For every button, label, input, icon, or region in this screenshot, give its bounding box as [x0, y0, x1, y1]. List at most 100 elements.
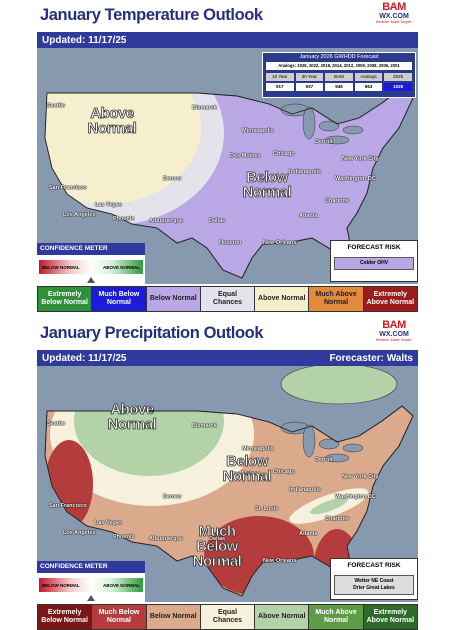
city-label: Chicago [273, 151, 295, 157]
region-above-ne [280, 366, 398, 405]
confidence-title: CONFIDENCE METER [37, 243, 145, 255]
lake [342, 125, 364, 135]
city-label: Des Moines [230, 153, 261, 159]
info-box: January 2026 GWHDD Forecast Analogs: 2025… [262, 52, 416, 98]
city-label: Detroit [315, 457, 333, 463]
legend-item: Much Above Normal [309, 605, 364, 629]
logo-site: WX.COM [379, 13, 409, 20]
city-label: Des Moines [230, 471, 261, 477]
confidence-pointer [87, 277, 95, 283]
legend-item: Equal Chances [200, 605, 256, 629]
city-label: San Francisco [49, 503, 87, 509]
city-label: Las Vegas [95, 520, 122, 526]
legend-item: Above Normal [255, 605, 310, 629]
lake [302, 424, 316, 458]
info-analogs: Analogs: 2025, 2022, 2018, 2014, 2012, 2… [266, 62, 412, 70]
forecast-risk: FORECAST RISK Colder OHV [330, 240, 418, 282]
city-label: Dallas [209, 536, 226, 542]
city-label: New Orleans [263, 240, 297, 246]
lake [324, 453, 350, 463]
city-label: Detroit [315, 139, 333, 145]
confidence-gradient: BELOW NORMAL ABOVE NORMAL [39, 578, 143, 592]
logo-site: WX.COM [379, 331, 409, 338]
lake [324, 135, 350, 145]
city-label: Atlanta [299, 213, 318, 219]
logo: BAM WX.COM Weather. Made Simple. [372, 2, 416, 25]
city-label: Seattle [47, 103, 66, 109]
city-label: Indianapolis [289, 487, 322, 493]
city-label: Houston [219, 558, 242, 564]
city-label: Denver [163, 176, 182, 182]
lake [318, 438, 340, 450]
forecast-risk-box: Colder OHV [334, 257, 414, 270]
legend-item: Below Normal [146, 287, 201, 311]
city-label: Dallas [209, 218, 226, 224]
city-label: New York City [342, 474, 379, 480]
confidence-meter: CONFIDENCE METER BELOW NORMAL ABOVE NORMAL [37, 243, 145, 284]
map-overlay: Seattle San Francisco Los Angeles Las Vegas… [37, 48, 418, 284]
confidence-pointer [87, 595, 95, 601]
confidence-low: BELOW NORMAL [42, 582, 80, 588]
city-label: Minneapolis [242, 128, 274, 134]
info-header: 30 Year [295, 73, 324, 81]
forecaster: Forecaster: Walts [329, 352, 413, 364]
city-label: Phoenix [113, 216, 135, 222]
legend-item: Equal Chances [200, 287, 256, 311]
city-label: Bismarck [192, 105, 217, 111]
confidence-high: ABOVE NORMAL [103, 582, 140, 588]
city-label: Charlotte [325, 198, 350, 204]
region-label: Below Normal [222, 453, 272, 485]
info-value: 937 [295, 83, 324, 91]
confidence-meter: CONFIDENCE METER BELOW NORMAL ABOVE NORMAL [37, 561, 145, 602]
forecast-risk: FORECAST RISK Wetter NE Coast Drier Great … [330, 558, 418, 600]
forecast-risk-item: Drier Great Lakes [353, 585, 395, 591]
info-value-row: 917 937 945 963 1029 [263, 83, 415, 91]
logo-tagline: Weather. Made Simple. [375, 338, 413, 342]
forecast-risk-title: FORECAST RISK [347, 562, 401, 569]
confidence-low: BELOW NORMAL [42, 264, 80, 270]
region-label: Above Normal [87, 105, 137, 137]
region-above [74, 406, 224, 476]
city-label: San Francisco [49, 185, 87, 191]
city-label: Washington DC [335, 494, 376, 500]
city-label: Washington DC [335, 176, 376, 182]
city-label: Bismarck [192, 423, 217, 429]
legend-item: Much Above Normal [309, 287, 364, 311]
city-label: Los Angeles [63, 530, 96, 536]
logo: BAM WX.COM Weather. Made Simple. [372, 320, 416, 343]
city-label: Albuquerque [149, 536, 183, 542]
logo-brand: BAM [382, 319, 406, 331]
lake [342, 443, 364, 453]
info-header: Analogs [354, 73, 383, 81]
confidence-high: ABOVE NORMAL [103, 264, 140, 270]
legend: Extremely Below Normal Much Below Normal B… [37, 286, 418, 312]
city-label: Phoenix [113, 534, 135, 540]
info-header: BAM [325, 73, 353, 81]
legend-item: Above Normal [255, 287, 310, 311]
city-label: Charlotte [325, 516, 350, 522]
map-overlay: Seattle San Francisco Los Angeles Las Vegas… [37, 366, 418, 602]
info-header: 10 Year [266, 73, 294, 81]
city-label: New York City [342, 156, 379, 162]
lake [318, 120, 340, 132]
panel-title: January Precipitation Outlook [40, 324, 264, 342]
info-header: 2025 [384, 73, 412, 81]
city-label: Albuquerque [149, 218, 183, 224]
city-label: Minneapolis [242, 446, 274, 452]
legend-item: Extremely Below Normal [38, 287, 93, 311]
logo-brand: BAM [382, 1, 406, 13]
city-label: Chicago [273, 469, 295, 475]
city-label: St. Louis [255, 506, 279, 512]
city-label: Las Vegas [95, 202, 122, 208]
city-label: Los Angeles [63, 212, 96, 218]
info-value: 917 [266, 83, 294, 91]
forecast-risk-box: Wetter NE Coast Drier Great Lakes [334, 575, 414, 595]
city-label: Indianapolis [289, 169, 322, 175]
legend: Extremely Below Normal Much Below Normal B… [37, 604, 418, 630]
legend-item: Much Below Normal [92, 287, 147, 311]
info-header-row: 10 Year 30 Year BAM Analogs 2025 [263, 73, 415, 81]
forecast-risk-title: FORECAST RISK [347, 244, 401, 251]
confidence-title: CONFIDENCE METER [37, 561, 145, 573]
legend-item: Much Below Normal [92, 605, 147, 629]
